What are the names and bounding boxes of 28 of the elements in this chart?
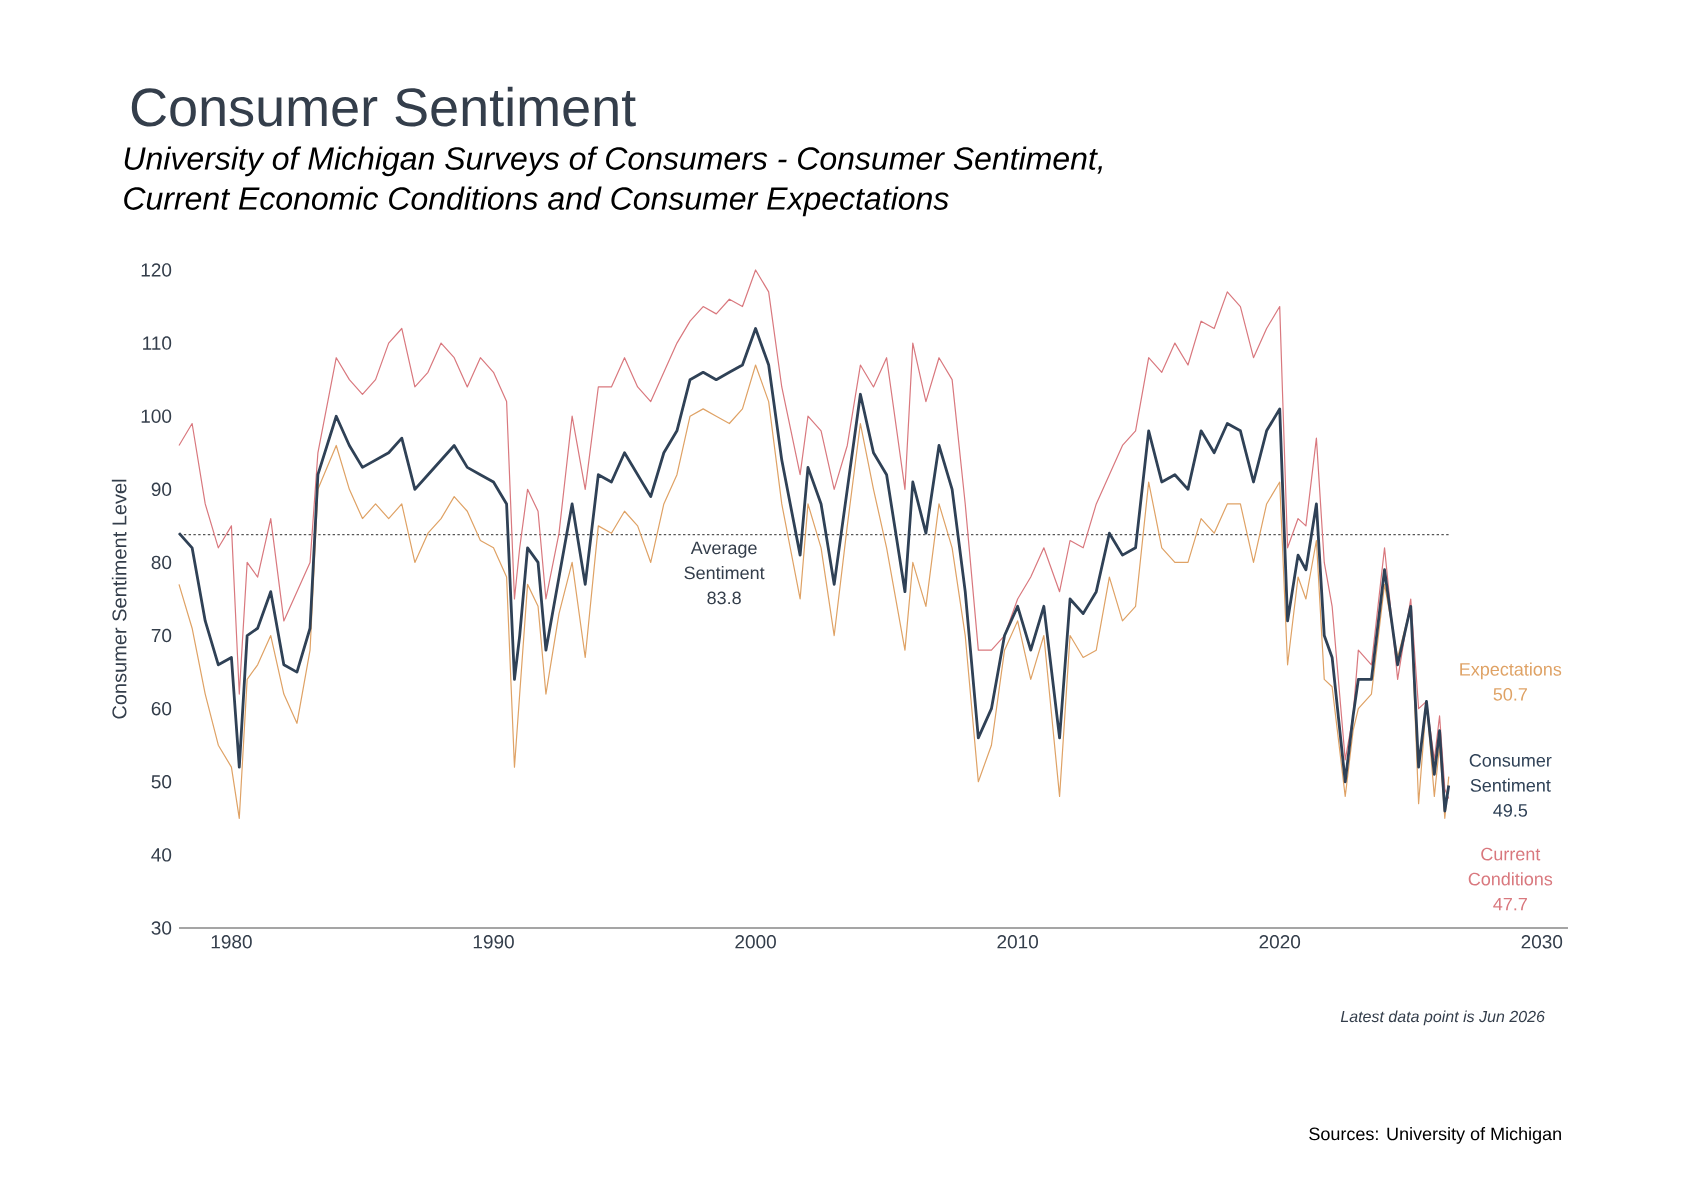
text: Expectations [1460, 662, 1562, 680]
x-tick-label: 1980 [211, 935, 252, 949]
y-tick-label: 50 [151, 775, 172, 789]
y-tick-label: 80 [151, 555, 172, 570]
y-axis-title: Consumer Sentiment Level [111, 479, 127, 719]
y-tick-label: 120 [141, 263, 172, 277]
y-tick-label: 90 [151, 482, 172, 497]
text: Current Conditions [1468, 847, 1553, 886]
x-tick-label: 1990 [473, 935, 514, 949]
y-tick-label: 70 [151, 628, 172, 643]
series-label: Consumer Sentiment [1469, 754, 1552, 792]
x-tick-label: 2010 [997, 935, 1039, 949]
y-tick-label: 100 [141, 409, 172, 423]
y-tick-label: 110 [143, 336, 172, 350]
x-tick-label: 2000 [735, 935, 776, 949]
chart-title: Consumer Sentiment [131, 86, 636, 127]
text: Latest data point is Jun 2026 [1340, 1010, 1545, 1026]
annotation: 49.5 [1493, 804, 1528, 817]
chart-subtitle: University of Michigan Surveys of Consumers - Consumer Sentiment, Current Economic Conditions and Consumer Expectations [124, 146, 1102, 217]
ref-line-label: Average Sentiment 83.8 [684, 541, 765, 605]
source-note: Sources: University of Michigan [1309, 1127, 1561, 1144]
y-tick-label: 40 [151, 848, 172, 862]
x-tick-label: 2020 [1259, 935, 1301, 949]
x-tick-label: 2030 [1521, 935, 1563, 949]
y-tick-label: 30 [151, 921, 172, 935]
y-tick-label: 60 [151, 701, 172, 716]
annotation: 47.7 [1493, 897, 1527, 911]
annotation: 50.7 [1493, 687, 1527, 701]
